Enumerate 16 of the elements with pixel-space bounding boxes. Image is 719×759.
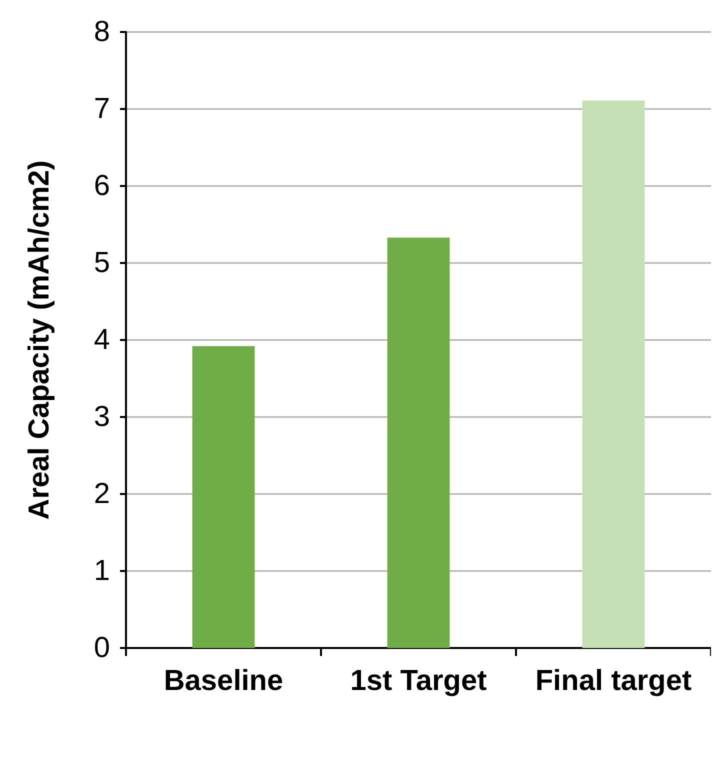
bar — [387, 238, 450, 648]
x-tick-label: 1st Target — [350, 665, 488, 697]
y-tick-label: 6 — [94, 170, 110, 202]
y-tick-label: 2 — [94, 478, 110, 510]
y-tick-label: 7 — [94, 93, 110, 125]
y-tick-label: 0 — [94, 632, 110, 664]
x-tick-label: Final target — [535, 665, 692, 697]
y-axis-title: Areal Capacity (mAh/cm2) — [24, 160, 56, 520]
y-tick-label: 8 — [94, 16, 110, 48]
y-tick-label: 4 — [94, 324, 110, 356]
y-tick-label: 3 — [94, 401, 110, 433]
x-tick-label: Baseline — [164, 665, 284, 697]
bar — [192, 346, 255, 648]
y-tick-label: 1 — [94, 555, 110, 587]
y-tick-label: 5 — [94, 247, 110, 279]
bar — [582, 100, 645, 648]
